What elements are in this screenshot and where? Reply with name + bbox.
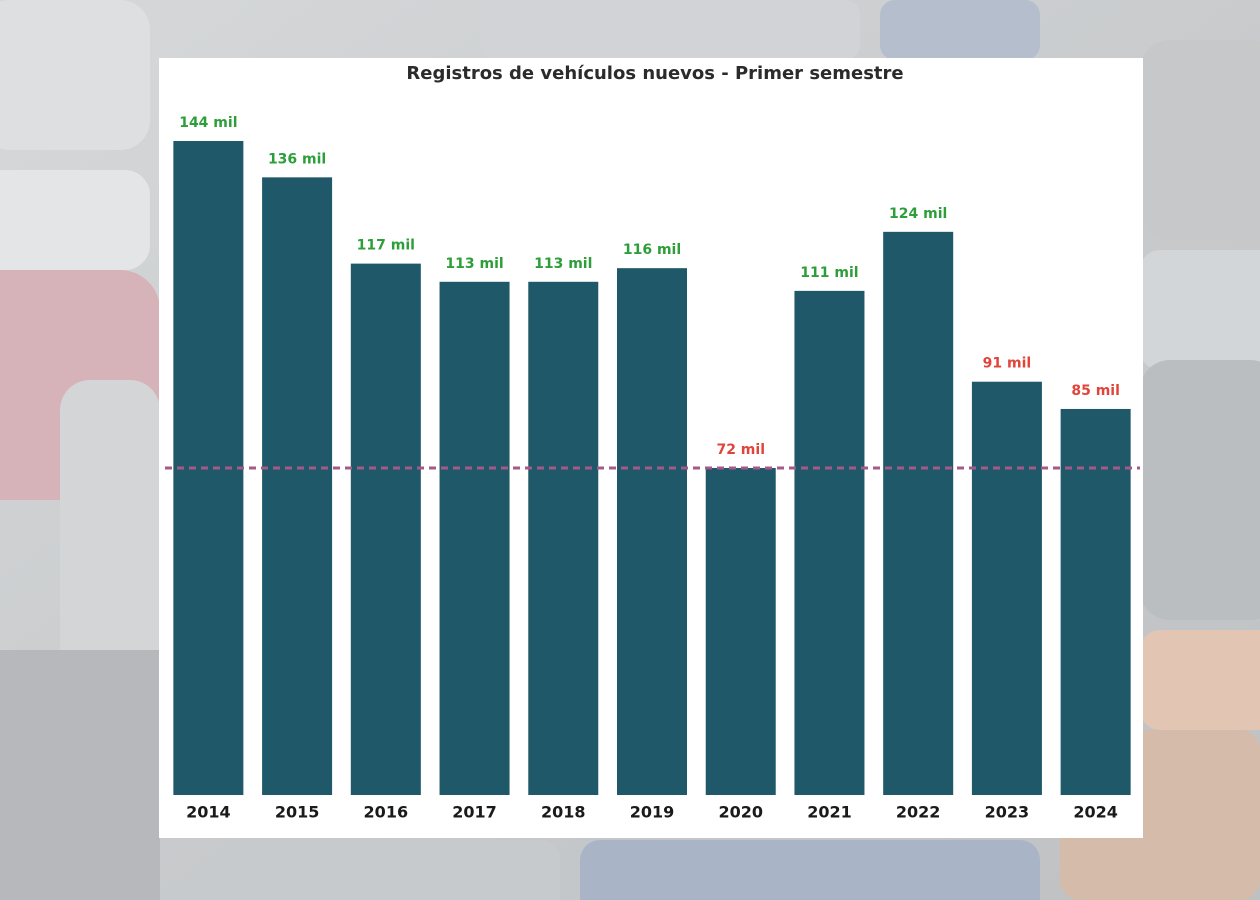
x-tick-label: 2017: [452, 803, 497, 822]
value-label: 85 mil: [1071, 383, 1120, 399]
bar: [528, 281, 599, 796]
value-label: 116 mil: [623, 242, 681, 258]
bar: [705, 468, 776, 795]
bar: [350, 263, 421, 795]
x-tick-label: 2018: [541, 803, 586, 822]
value-label: 136 mil: [268, 151, 326, 167]
x-tick-label: 2022: [896, 803, 941, 822]
value-label: 111 mil: [800, 265, 858, 281]
value-label: 144 mil: [179, 115, 237, 131]
bar: [794, 290, 865, 795]
bar: [971, 381, 1042, 795]
x-tick-label: 2023: [985, 803, 1030, 822]
chart-title: Registros de vehículos nuevos - Primer s…: [406, 63, 903, 84]
x-tick-label: 2020: [718, 803, 763, 822]
x-tick-label: 2024: [1073, 803, 1118, 822]
value-label: 113 mil: [534, 256, 592, 272]
value-label: 124 mil: [889, 206, 947, 222]
x-tick-label: 2021: [807, 803, 852, 822]
bar: [1060, 408, 1131, 795]
bar: [439, 281, 510, 796]
value-label: 113 mil: [445, 256, 503, 272]
x-tick-label: 2016: [364, 803, 409, 822]
x-tick-label: 2014: [186, 803, 231, 822]
bar: [262, 177, 333, 796]
value-label: 117 mil: [357, 238, 415, 254]
x-tick-label: 2019: [630, 803, 675, 822]
bar: [617, 268, 687, 796]
x-tick-label: 2015: [275, 803, 320, 822]
value-label: 72 mil: [716, 442, 765, 458]
value-label: 91 mil: [983, 356, 1032, 372]
bar: [883, 231, 954, 796]
